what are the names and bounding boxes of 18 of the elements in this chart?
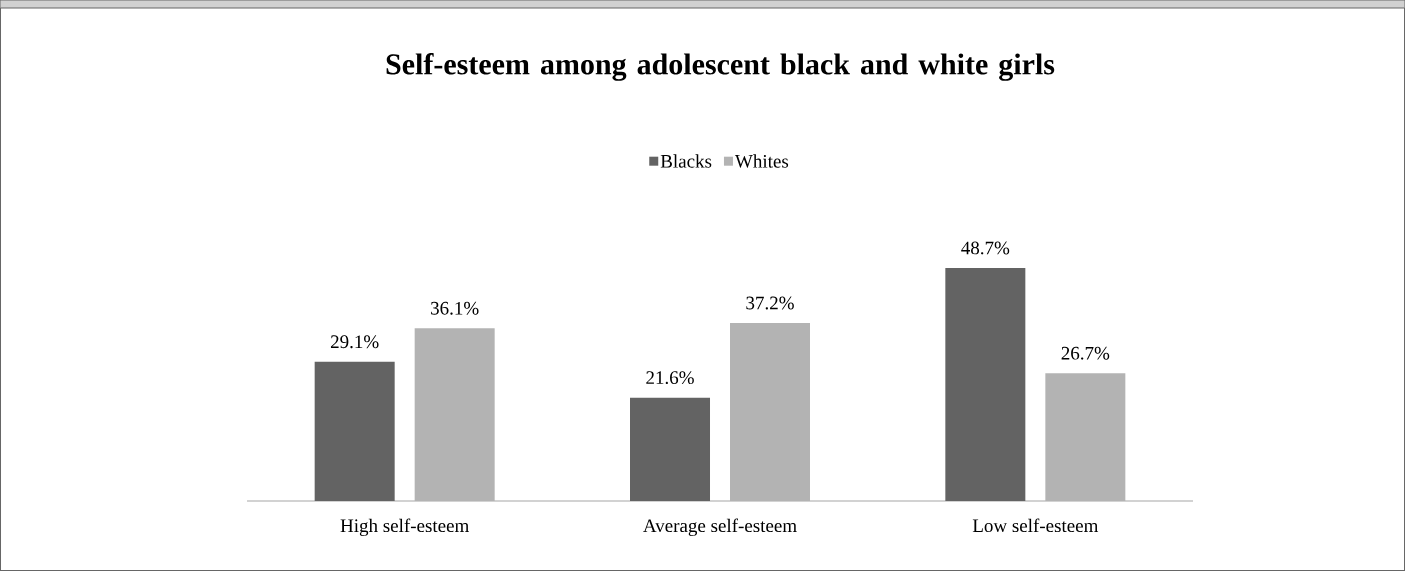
data-label: 29.1% [330,335,379,349]
x-tick-label: High self-esteem [340,518,470,536]
legend-label: Blacks [660,154,712,168]
data-label: 36.1% [431,301,479,315]
bar [314,361,395,501]
bar [945,267,1026,501]
data-label: 26.7% [1061,346,1110,360]
bar [630,397,711,501]
legend-label: Whites [734,154,789,168]
data-label: 48.7% [961,241,1010,255]
bar [1045,373,1126,501]
bar [730,322,811,501]
chart-title: Self-esteem among adolescent black and white girls [386,53,1055,81]
x-tick-label: Average self-esteem [643,518,797,536]
bar [414,328,495,501]
data-label: 37.2% [746,296,794,310]
x-tick-label: Low self-esteem [972,518,1099,533]
data-label: 21.6% [646,371,694,385]
